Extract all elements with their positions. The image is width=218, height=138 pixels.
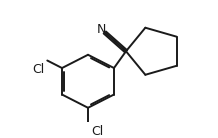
Text: N: N	[97, 23, 106, 36]
Text: Cl: Cl	[91, 125, 103, 138]
Text: Cl: Cl	[32, 63, 44, 76]
